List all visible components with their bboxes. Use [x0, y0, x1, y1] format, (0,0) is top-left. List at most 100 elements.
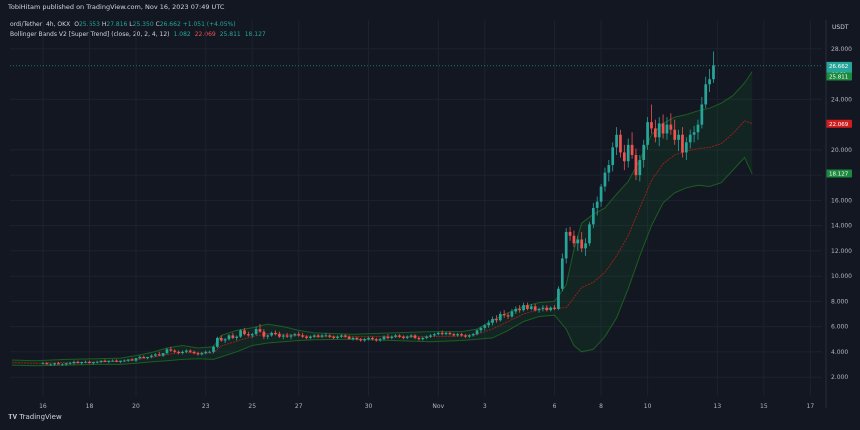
candle [212, 345, 215, 354]
candle-body [247, 334, 250, 336]
lower-band-line [11, 156, 753, 367]
candle-body [584, 243, 587, 249]
candle-body [343, 335, 347, 337]
candle-body [126, 359, 130, 361]
candle [421, 336, 425, 341]
candle-body [312, 335, 316, 337]
candle-body [622, 152, 626, 162]
candle [122, 359, 126, 362]
candle-body [177, 351, 180, 354]
candle [413, 334, 417, 340]
candle-body [580, 239, 584, 249]
candle [553, 305, 556, 311]
candle-body [64, 363, 68, 365]
price-label-box [826, 119, 852, 128]
candle [684, 137, 688, 160]
candle [328, 334, 332, 338]
candle [653, 119, 657, 143]
candle [130, 358, 134, 361]
price-label-text: 26.662 [829, 64, 848, 70]
x-tick-label: 27 [295, 403, 303, 410]
candle [188, 349, 192, 354]
candle-body [289, 335, 293, 337]
candle-body [464, 335, 467, 337]
candle-body [456, 334, 460, 336]
candle-body [696, 124, 700, 133]
candle-body [572, 235, 576, 244]
candle-body [506, 315, 510, 317]
candle [483, 324, 487, 331]
candle [549, 306, 553, 312]
candle [681, 127, 684, 158]
candle [153, 353, 157, 357]
candle-body [533, 306, 537, 311]
candle [235, 335, 239, 341]
indicator-value-3: 25.811 [219, 31, 241, 38]
candle [529, 303, 533, 311]
candle [502, 310, 506, 318]
candle [626, 138, 630, 168]
candle [374, 337, 378, 342]
candle-body [347, 336, 351, 340]
candle [452, 332, 456, 337]
y-tick-label: 14.000 [831, 223, 852, 230]
candle-body [76, 361, 80, 364]
candle-body [115, 360, 118, 362]
candle-body [111, 360, 115, 362]
candle [165, 348, 169, 355]
candle-body [514, 308, 518, 312]
candle [274, 330, 277, 336]
candle [332, 335, 335, 340]
currency-label: USDT [832, 24, 849, 31]
candle [576, 235, 580, 251]
candle [80, 361, 84, 365]
candle-body [157, 354, 161, 356]
candle [378, 337, 382, 342]
candle [673, 119, 677, 145]
candle-body [502, 313, 506, 316]
candle [712, 51, 715, 84]
candle [150, 354, 153, 359]
candle [541, 305, 545, 312]
candle [405, 335, 409, 340]
candle-body [173, 350, 177, 352]
candle-body [285, 335, 289, 337]
candle [297, 331, 301, 337]
candle [440, 330, 444, 336]
candle-body [119, 360, 122, 362]
candle-body [309, 336, 312, 338]
candle [560, 253, 564, 292]
candle [665, 117, 669, 140]
candle [231, 332, 235, 340]
candle-body [541, 307, 545, 309]
candle [371, 336, 374, 341]
y-axis: 2.000 4.000 6.000 8.000 10.000 12.000 14.000 16… [831, 46, 852, 381]
candle-body [611, 147, 615, 166]
candle [200, 351, 204, 356]
candle [99, 360, 103, 364]
candle-body [235, 336, 239, 338]
tradingview-brand-text: TradingView [19, 413, 62, 421]
low-value: 25.350 [132, 21, 154, 28]
candle [347, 335, 351, 340]
tradingview-logo[interactable]: 𝐓𝐕 TradingView [8, 413, 62, 422]
candle [208, 350, 211, 354]
candle [88, 360, 91, 364]
candle [266, 334, 270, 340]
candle-body [471, 334, 475, 336]
candle [568, 226, 572, 241]
candle [417, 336, 421, 341]
candle-body [549, 307, 553, 311]
x-tick-label: Nov [432, 403, 444, 410]
candle [351, 336, 355, 341]
candle-body [150, 355, 153, 357]
candle [216, 336, 219, 349]
candle-body [196, 353, 200, 355]
candle-body [68, 363, 72, 364]
candle-body [84, 361, 87, 363]
candle [111, 359, 115, 362]
candle-body [526, 305, 529, 309]
candle-body [216, 337, 219, 347]
candle [591, 202, 595, 229]
